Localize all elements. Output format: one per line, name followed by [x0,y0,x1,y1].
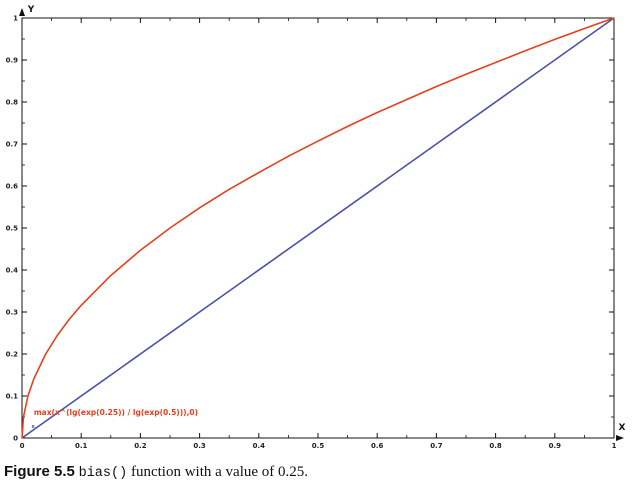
figure-caption: Figure 5.5 bias() function with a value … [4,463,624,481]
x-tick-label: 0.1 [75,442,88,450]
x-axis-label: X [619,423,626,433]
caption-code: bias() [78,466,128,481]
x-tick-label: 0.3 [193,442,206,450]
axis-labels: 0 0.1 0.2 0.3 0.4 0.5 0.6 0.7 0.8 0.9 1 0 0.1 0.2 0.3 0… [6,5,626,450]
x-tick-label: 0 [20,442,25,450]
y-tick-label: 0.2 [6,351,19,359]
caption-text: function with a value of 0.25. [127,464,309,480]
y-tick-label: 0.8 [6,99,19,107]
y-tick-label: 0.9 [6,57,19,65]
y-tick-label: 0.6 [6,183,19,191]
annotations: max(x^(lg(exp(0.25)) / lg(exp(0.5))),0) x [31,408,198,430]
x-tick-label: 1 [612,442,617,450]
y-axis-arrow [19,8,25,16]
y-tick-label: 0.3 [6,309,19,317]
series-label-bias: max(x^(lg(exp(0.25)) / lg(exp(0.5))),0) [34,408,198,417]
y-axis-label: Y [27,5,35,15]
series-line-identity [21,17,615,439]
y-tick-label: 0.4 [6,267,19,275]
series-label-identity: x [31,424,35,430]
x-axis-arrow [616,435,624,441]
y-tick-label: 0 [13,435,18,443]
chart: 0 0.1 0.2 0.3 0.4 0.5 0.6 0.7 0.8 0.9 1 0 0.1 0.2 0.3 0… [6,5,626,450]
axis-ticks [21,17,615,439]
y-tick-label: 0.1 [6,393,19,401]
series-line-bias [21,17,615,439]
series-lines [21,17,615,439]
x-tick-label: 0.7 [430,442,443,450]
x-tick-label: 0.9 [549,442,562,450]
x-tick-label: 0.6 [371,442,384,450]
y-tick-label: 0.5 [6,225,19,233]
x-tick-label: 0.4 [253,442,266,450]
figure-label: Figure 5.5 [4,463,75,480]
x-tick-label: 0.8 [489,442,502,450]
y-tick-label: 1 [13,15,18,23]
x-tick-label: 0.5 [312,442,325,450]
x-tick-label: 0.2 [134,442,147,450]
y-tick-label: 0.7 [6,141,19,149]
